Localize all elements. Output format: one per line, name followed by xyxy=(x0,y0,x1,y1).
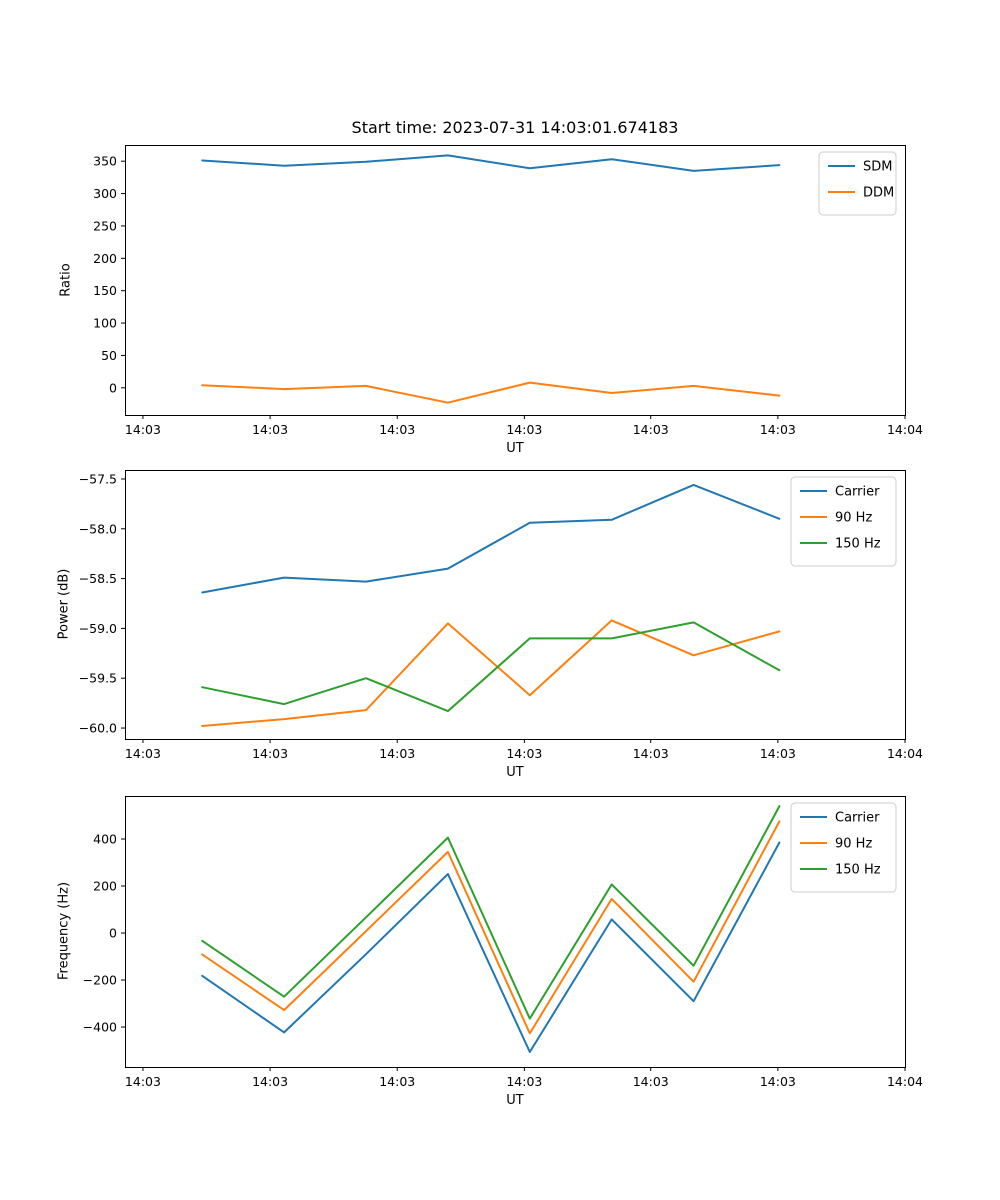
power-panel: −60.0 −59.5 −59.0 −58.5 −58.0 −57.5 14:03 14:03… xyxy=(79,470,923,761)
y-tick-label: −59.5 xyxy=(79,671,117,686)
frequency-panel: −400 −200 0 200 400 14:03 14:03 14:03 14:03 14:03… xyxy=(83,796,923,1089)
y-tick-label: −60.0 xyxy=(79,721,117,736)
y-tick-label: −59.0 xyxy=(79,621,117,636)
legend: SDM DDM xyxy=(818,151,897,216)
legend-label-90-hz: 90 Hz xyxy=(835,837,872,852)
ratio-panel: 0 50 100 150 200 250 300 350 14:03 14:03 14:03 14:0… xyxy=(93,145,923,437)
x-tick-label: 14:03 xyxy=(506,422,542,437)
y-tick-label: 100 xyxy=(93,316,117,331)
legend-box xyxy=(818,151,897,216)
series-line-carrier xyxy=(201,483,781,594)
legend-label-sdm: SDM xyxy=(863,160,892,175)
x-tick-label: 14:03 xyxy=(379,422,415,437)
x-tick-label: 14:04 xyxy=(887,746,923,761)
x-tick-label: 14:03 xyxy=(506,746,542,761)
x-axis-label-frequency: UT xyxy=(506,1093,524,1108)
x-axis-label-ratio: UT xyxy=(506,441,524,456)
series-line-90-hz xyxy=(201,820,781,1035)
x-tick-label: 14:03 xyxy=(379,1074,415,1089)
figure-title: Start time: 2023-07-31 14:03:01.674183 xyxy=(351,118,679,137)
series-line-sdm xyxy=(201,154,781,172)
y-tick-label: 400 xyxy=(93,832,117,847)
y-tick-label: −57.5 xyxy=(79,471,117,486)
y-tick-label: 200 xyxy=(93,251,117,266)
legend: Carrier 90 Hz 150 Hz xyxy=(790,476,897,567)
x-tick-label: 14:03 xyxy=(125,746,161,761)
y-tick-label: 200 xyxy=(93,879,117,894)
series-line-90-hz xyxy=(201,619,781,727)
series-line-150-hz xyxy=(201,805,781,1020)
legend-label-90-hz: 90 Hz xyxy=(835,511,872,526)
y-tick-label: 50 xyxy=(101,348,117,363)
axes-spines xyxy=(125,470,906,740)
y-tick-label: −58.5 xyxy=(79,571,117,586)
x-tick-label: 14:03 xyxy=(760,1074,796,1089)
legend-label-carrier: Carrier xyxy=(835,811,880,826)
x-tick-label: 14:03 xyxy=(379,746,415,761)
legend-label-carrier: Carrier xyxy=(835,485,880,500)
y-tick-label: 0 xyxy=(109,380,117,395)
x-tick-label: 14:03 xyxy=(633,746,669,761)
legend-label-150-hz: 150 Hz xyxy=(835,537,881,552)
x-tick-label: 14:04 xyxy=(887,1074,923,1089)
y-tick-label: 0 xyxy=(109,926,117,941)
y-axis-label-frequency: Frequency (Hz) xyxy=(56,881,72,981)
y-axis-label-power: Power (dB) xyxy=(56,568,72,640)
x-tick-label: 14:04 xyxy=(887,422,923,437)
y-tick-label: 300 xyxy=(93,186,117,201)
legend-label-ddm: DDM xyxy=(863,186,894,201)
axes-spines xyxy=(125,796,906,1068)
x-tick-label: 14:03 xyxy=(252,1074,288,1089)
y-tick-label: 350 xyxy=(93,154,117,169)
y-tick-label: 150 xyxy=(93,283,117,298)
x-tick-label: 14:03 xyxy=(633,1074,669,1089)
legend-label-150-hz: 150 Hz xyxy=(835,863,881,878)
axes-spines xyxy=(125,145,906,416)
legend: Carrier 90 Hz 150 Hz xyxy=(790,802,897,893)
x-tick-label: 14:03 xyxy=(252,422,288,437)
y-axis-label-ratio: Ratio xyxy=(58,263,74,297)
series-line-ddm xyxy=(201,381,781,404)
x-tick-label: 14:03 xyxy=(760,422,796,437)
x-tick-label: 14:03 xyxy=(506,1074,542,1089)
series-line-150-hz xyxy=(201,621,781,713)
x-tick-label: 14:03 xyxy=(125,422,161,437)
y-tick-label: 250 xyxy=(93,218,117,233)
x-tick-label: 14:03 xyxy=(252,746,288,761)
x-tick-label: 14:03 xyxy=(125,1074,161,1089)
x-axis-label-power: UT xyxy=(506,765,524,780)
y-tick-label: −58.0 xyxy=(79,521,117,536)
x-tick-label: 14:03 xyxy=(760,746,796,761)
x-tick-label: 14:03 xyxy=(633,422,669,437)
y-tick-label: −200 xyxy=(83,973,117,988)
series-line-carrier xyxy=(201,841,781,1053)
y-tick-label: −400 xyxy=(83,1020,117,1035)
